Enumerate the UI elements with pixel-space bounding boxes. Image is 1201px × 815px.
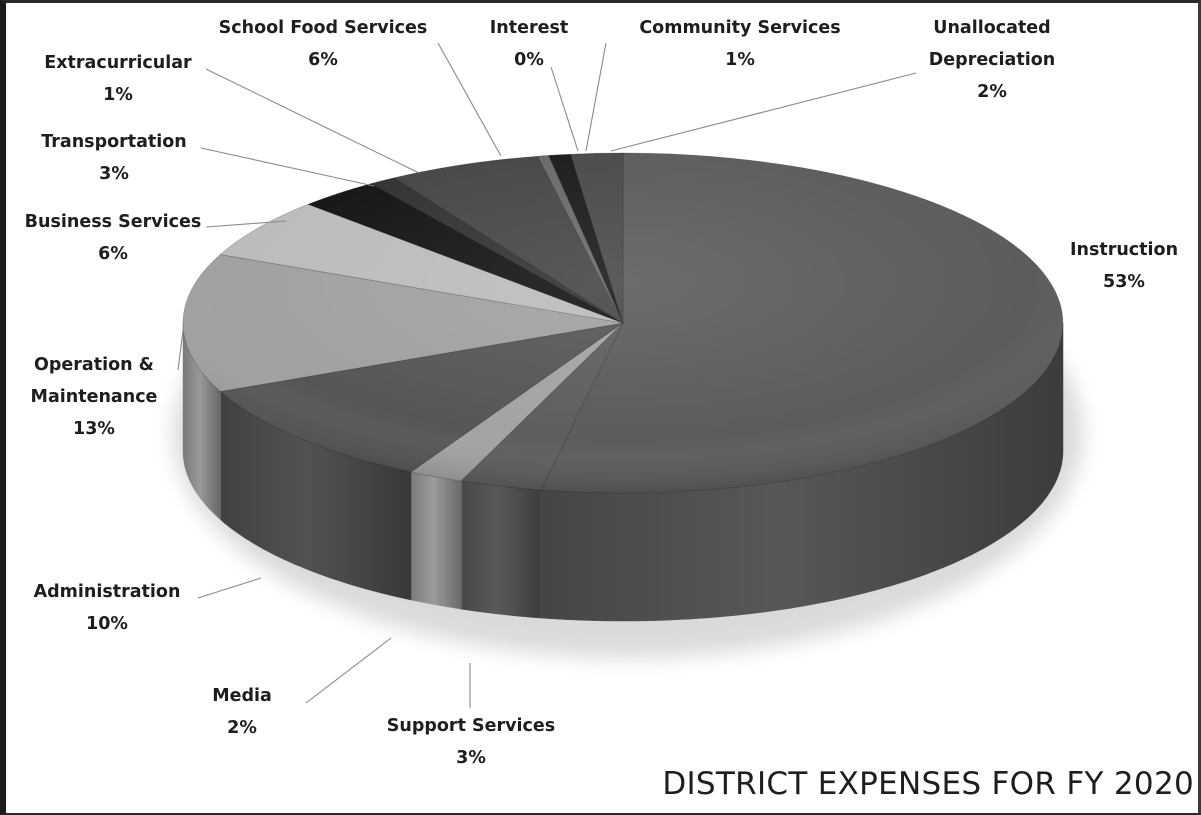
data-label-business-services: Business Services 6% <box>25 212 202 264</box>
data-label-name: Interest <box>490 18 569 38</box>
pie-side-shade-instruction <box>540 323 1063 621</box>
data-label-media: Media 2% <box>212 686 272 738</box>
pie-tops <box>182 152 1064 494</box>
data-label-percent: 2% <box>227 718 257 738</box>
data-labels: Instruction 53% Support Services 3% Media 2% A… <box>25 18 1178 768</box>
data-label-community-services: Community Services 1% <box>639 18 840 70</box>
data-label-name: Business Services <box>25 212 202 232</box>
chart-title: DISTRICT EXPENSES FOR FY 2020 <box>662 766 1194 802</box>
leader-line-media <box>305 637 392 704</box>
data-label-percent: 1% <box>103 85 133 105</box>
data-label-name: Administration <box>34 582 181 602</box>
data-label-percent: 0% <box>514 50 544 70</box>
pie-side-shade-support-services <box>461 481 541 618</box>
data-label-percent: 10% <box>86 614 128 634</box>
data-label-transportation: Transportation 3% <box>41 132 187 184</box>
leader-line-extracurricular <box>205 68 420 174</box>
data-label-name: Support Services <box>387 716 555 736</box>
data-label-name: Transportation <box>41 132 187 152</box>
data-label-name: Media <box>212 686 272 706</box>
data-label-name: School Food Services <box>219 18 428 38</box>
data-label-percent: 53% <box>1103 272 1145 292</box>
data-label-operation-and-maintenance: Operation & Maintenance 13% <box>31 355 158 439</box>
leader-line-administration <box>197 577 262 599</box>
data-label-name: Community Services <box>639 18 840 38</box>
leader-line-transportation <box>200 147 375 187</box>
data-label-name: Depreciation <box>929 50 1055 70</box>
pie-side-shade-media <box>411 472 461 610</box>
data-label-percent: 6% <box>98 244 128 264</box>
pie-chart: Instruction 53% Support Services 3% Media 2% A… <box>25 18 1178 768</box>
data-label-unallocated-depreciation: Unallocated Depreciation 2% <box>929 18 1055 102</box>
leader-line-operation-and-maintenance <box>177 322 185 371</box>
data-label-interest: Interest 0% <box>490 18 569 70</box>
pie-sides <box>182 322 1064 622</box>
leader-line-community-services <box>585 42 607 152</box>
data-label-percent: 13% <box>73 419 115 439</box>
data-label-name: Operation & <box>34 355 154 375</box>
data-label-percent: 6% <box>308 50 338 70</box>
leader-line-unallocated-depreciation <box>610 72 917 152</box>
data-label-school-food-services: School Food Services 6% <box>219 18 428 70</box>
data-label-name: Maintenance <box>31 387 158 407</box>
data-label-percent: 3% <box>99 164 129 184</box>
data-label-name: Extracurricular <box>44 53 192 73</box>
data-label-percent: 3% <box>456 748 486 768</box>
leader-lines <box>177 42 917 708</box>
data-label-name: Unallocated <box>933 18 1050 38</box>
leader-line-interest <box>550 66 579 152</box>
data-label-name: Instruction <box>1070 240 1178 260</box>
data-label-percent: 1% <box>725 50 755 70</box>
data-label-support-services: Support Services 3% <box>387 716 555 768</box>
data-label-percent: 2% <box>977 82 1007 102</box>
leader-line-business-services <box>205 220 287 228</box>
data-label-instruction: Instruction 53% <box>1070 240 1178 292</box>
data-label-extracurricular: Extracurricular 1% <box>44 53 192 105</box>
leader-line-school-food-services <box>437 42 502 157</box>
data-label-administration: Administration 10% <box>34 582 181 634</box>
